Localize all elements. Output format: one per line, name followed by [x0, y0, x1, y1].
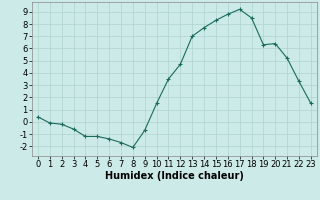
X-axis label: Humidex (Indice chaleur): Humidex (Indice chaleur) [105, 171, 244, 181]
